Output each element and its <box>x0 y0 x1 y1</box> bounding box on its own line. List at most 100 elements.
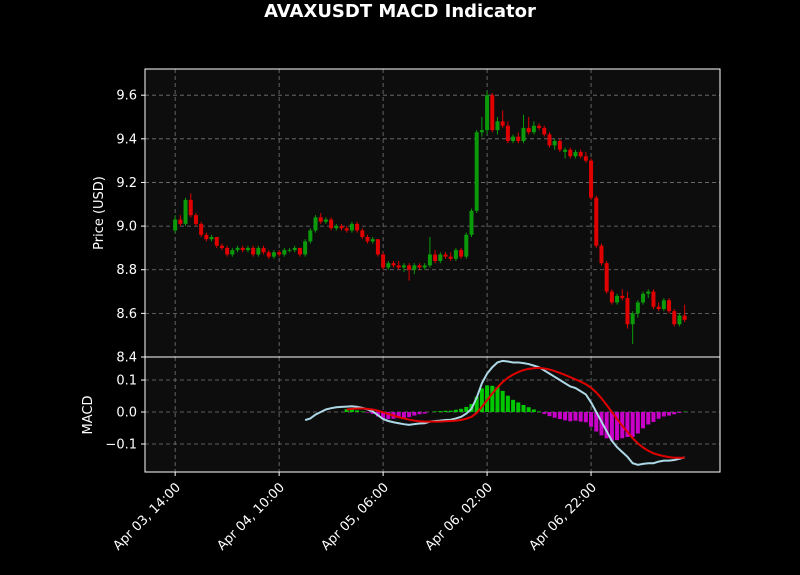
candle-body <box>235 247 240 251</box>
candle-body <box>355 223 360 231</box>
candle-body <box>620 295 625 299</box>
y-tick-label: 9.6 <box>116 89 137 104</box>
candle-body <box>625 298 630 325</box>
candle-body <box>568 149 573 157</box>
histogram-bar <box>667 412 672 416</box>
candle-body <box>521 127 526 141</box>
histogram-bar <box>651 412 656 422</box>
candle-body <box>583 156 588 161</box>
candle-body <box>199 223 204 235</box>
candle-body <box>490 95 495 131</box>
candle-body <box>651 291 656 307</box>
candle-body <box>230 250 235 255</box>
candle-body <box>360 230 365 237</box>
y-tick-label: 0.1 <box>116 374 137 389</box>
histogram-bar <box>589 412 594 427</box>
histogram-bar <box>360 411 365 413</box>
candle-body <box>297 247 302 255</box>
candle-body <box>656 306 661 309</box>
histogram-bar <box>542 412 547 414</box>
candle-body <box>183 199 188 224</box>
candle-body <box>531 125 536 133</box>
histogram-bar <box>349 409 354 413</box>
price-panel <box>145 69 720 357</box>
candle-body <box>661 300 666 309</box>
candle-body <box>323 219 328 222</box>
candle-body <box>193 215 198 224</box>
candle-body <box>344 228 349 231</box>
histogram-bar <box>547 412 552 417</box>
histogram-bar <box>521 404 526 413</box>
candle-body <box>433 254 438 261</box>
histogram-bar <box>630 412 635 437</box>
candle-body <box>334 226 339 229</box>
candle-body <box>173 219 178 231</box>
histogram-bar <box>537 411 542 413</box>
candle-body <box>459 250 464 257</box>
candle-body <box>589 160 594 198</box>
candle-body <box>329 219 334 229</box>
chart-title: AVAXUSDT MACD Indicator <box>264 1 536 22</box>
candle-body <box>578 151 583 157</box>
histogram-bar <box>635 412 640 434</box>
candle-body <box>594 197 599 246</box>
x-tick-label: Apr 06, 22:00 <box>526 480 599 553</box>
candle-body <box>313 217 318 231</box>
candle-body <box>609 291 614 303</box>
histogram-bar <box>672 412 677 415</box>
histogram-bar <box>386 412 391 420</box>
histogram-bar <box>365 412 370 413</box>
candle-body <box>303 241 308 255</box>
macd-line <box>346 366 685 459</box>
candle-body <box>209 237 214 240</box>
candle-body <box>495 121 500 131</box>
candle-body <box>635 302 640 314</box>
histogram-bar <box>412 412 417 416</box>
histogram-bar <box>656 412 661 419</box>
candle-body <box>225 247 230 255</box>
candle-body <box>479 130 484 133</box>
candle-body <box>573 151 578 157</box>
y-tick-label: 0.0 <box>116 406 137 421</box>
histogram-bar <box>661 412 666 417</box>
histogram-bar <box>609 412 614 441</box>
candle-body <box>417 265 422 268</box>
histogram-bar <box>381 412 386 419</box>
candle-body <box>547 134 552 146</box>
candle-body <box>375 239 380 255</box>
candle-body <box>308 230 313 242</box>
histogram-bar <box>355 410 360 413</box>
y-axis-label: Price (USD) <box>92 176 107 250</box>
candle-body <box>464 234 469 257</box>
histogram-bar <box>370 412 375 414</box>
y-axis-label: MACD <box>81 396 96 435</box>
x-tick-label: Apr 06, 02:00 <box>422 480 495 553</box>
candle-body <box>427 254 432 266</box>
histogram-bar <box>401 412 406 418</box>
x-tick-label: Apr 04, 10:00 <box>214 480 287 553</box>
candle-body <box>641 293 646 303</box>
candle-body <box>474 132 479 211</box>
y-tick-label: 8.8 <box>116 263 137 278</box>
histogram-bar <box>505 395 510 413</box>
candle-body <box>682 315 687 320</box>
candle-body <box>615 295 620 303</box>
candle-body <box>219 245 224 248</box>
candle-body <box>412 265 417 270</box>
y-tick-label: 9.4 <box>116 132 137 147</box>
histogram-bar <box>646 412 651 425</box>
candle-body <box>261 247 266 253</box>
y-tick-label: 9.2 <box>116 176 137 191</box>
candle-body <box>516 136 521 141</box>
candle-body <box>271 252 276 257</box>
candle-body <box>511 136 516 141</box>
candle-body <box>391 263 396 266</box>
candle-body <box>552 141 557 146</box>
candle-body <box>282 250 287 255</box>
candle-body <box>485 95 490 131</box>
candle-body <box>277 252 282 255</box>
histogram-bar <box>563 412 568 421</box>
histogram-bar <box>531 409 536 413</box>
histogram-bar <box>417 412 422 415</box>
